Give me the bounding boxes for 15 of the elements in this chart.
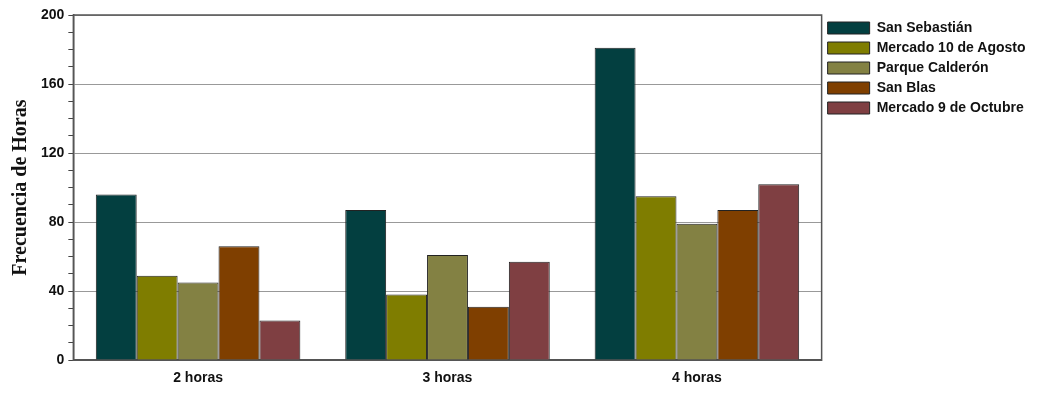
legend-label: San Sebastián <box>876 18 973 35</box>
x-tick-label: 2 horas <box>173 369 224 386</box>
x-tick-label: 4 horas <box>672 369 723 386</box>
y-axis-title: Frecuencia de Horas <box>8 99 31 276</box>
y-tick-label: 200 <box>41 5 65 22</box>
legend-label: Mercado 10 de Agosto <box>876 38 1026 55</box>
y-tick-label: 80 <box>48 212 65 229</box>
legend-label: San Blas <box>876 78 936 95</box>
legend-label: Mercado 9 de Octubre <box>876 98 1024 115</box>
x-tick-label: 3 horas <box>422 369 473 386</box>
y-tick-label: 120 <box>41 143 65 160</box>
y-tick-label: 160 <box>41 74 65 91</box>
legend-label: Parque Calderón <box>876 58 989 75</box>
y-tick-label: 40 <box>48 282 65 299</box>
y-tick-label: 0 <box>56 351 65 368</box>
